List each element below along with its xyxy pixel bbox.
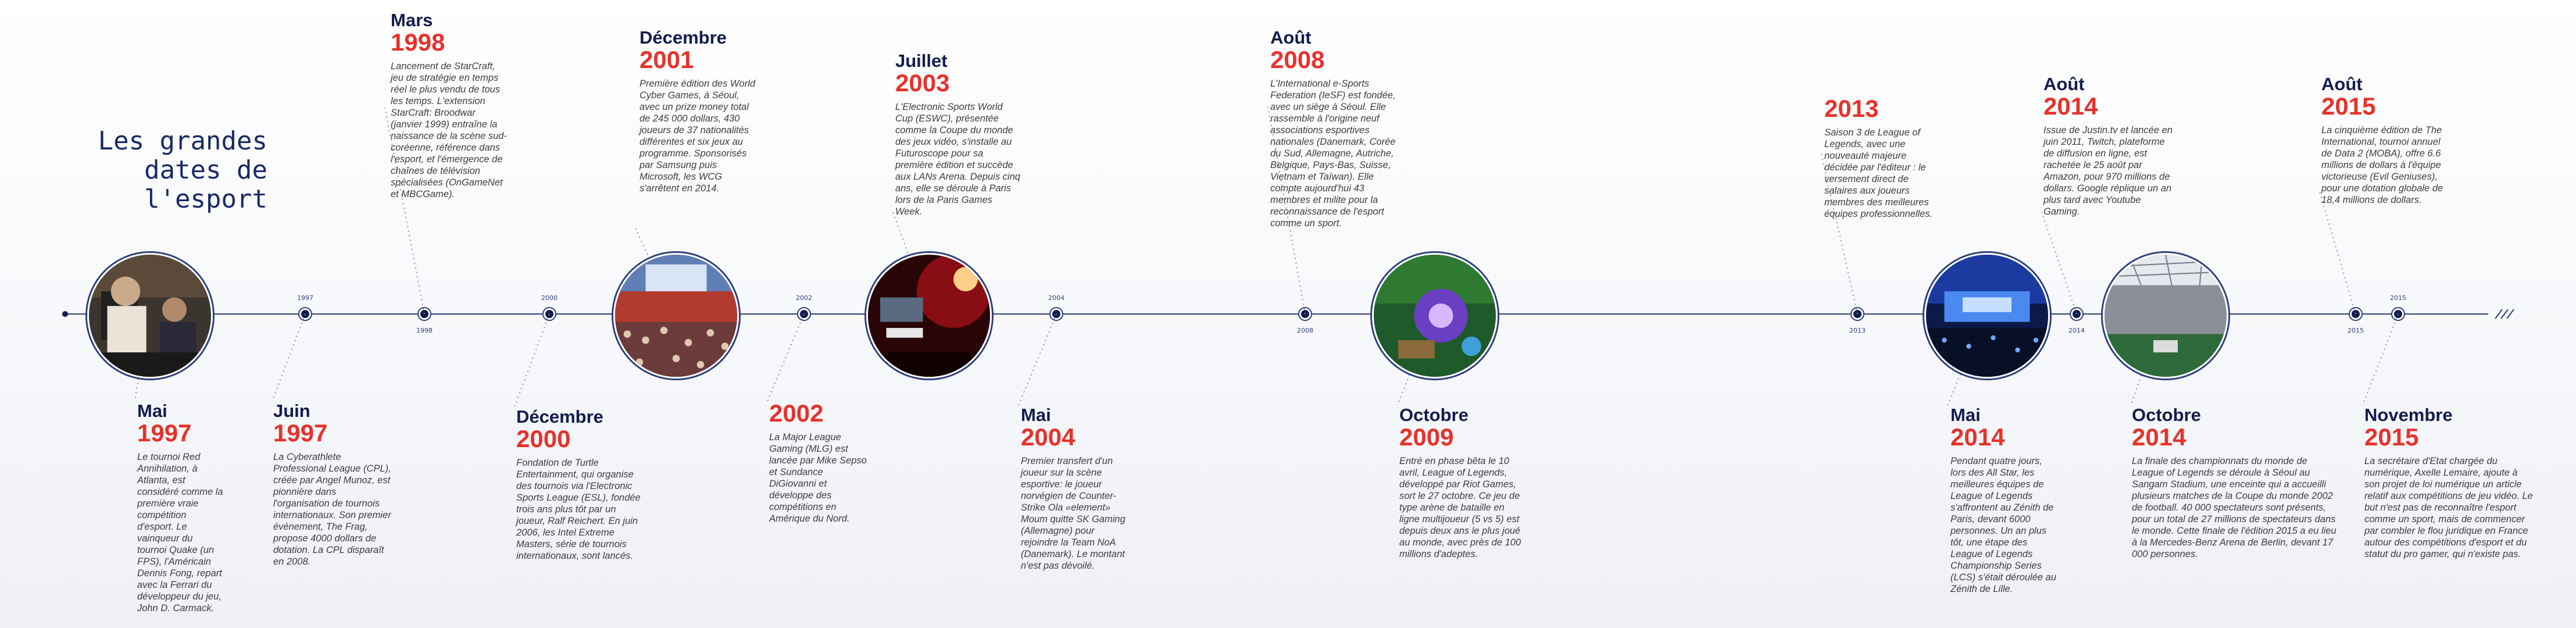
event-year: 2015 bbox=[2364, 423, 2419, 451]
event-description: Première édition des World Cyber Games, … bbox=[639, 78, 755, 194]
tick-label: 2013 bbox=[1849, 327, 1866, 334]
event-year: 2008 bbox=[1270, 46, 1325, 73]
event-mai-1997: Mai 1997 Le tournoi Red Annihilation, à … bbox=[137, 401, 224, 614]
event-description: Pendant quatre jours, lors des All Star,… bbox=[1950, 456, 2056, 594]
lan-players-photo bbox=[87, 253, 213, 379]
tick-label: 2014 bbox=[2068, 327, 2085, 334]
tick-label: 2008 bbox=[1297, 327, 1313, 334]
event-year: 2009 bbox=[1399, 423, 1454, 451]
event-month: Décembre bbox=[639, 27, 727, 48]
event-aout-2008: Août 2008 L'International e-Sports Feder… bbox=[1270, 28, 1407, 229]
event-year: 2014 bbox=[2043, 92, 2098, 120]
connector-line bbox=[514, 313, 550, 408]
tick-label: 2015 bbox=[2390, 294, 2406, 302]
connector-line bbox=[1018, 313, 1057, 406]
tick-label: 2000 bbox=[541, 294, 558, 302]
event-year: 1997 bbox=[137, 419, 192, 447]
game-screenshot-photo bbox=[1372, 253, 1498, 379]
connector-line bbox=[767, 313, 805, 402]
event-year: 1998 bbox=[391, 28, 445, 56]
tick-label: 2004 bbox=[1048, 294, 1064, 302]
event-year: 2014 bbox=[1950, 423, 2005, 451]
event-month: Août bbox=[2321, 74, 2363, 94]
event-month: Mai bbox=[1950, 405, 1981, 425]
event-month: Juin bbox=[273, 401, 310, 421]
event-description: Premier transfert d'un joueur sur la scè… bbox=[1021, 456, 1126, 571]
event-year: 2002 bbox=[769, 399, 824, 427]
event-year: 2001 bbox=[639, 46, 694, 73]
event-month: Décembre bbox=[516, 406, 603, 427]
connector-line bbox=[271, 313, 306, 402]
event-novembre-2015: Novembre 2015 La secrétaire d'Etat charg… bbox=[2364, 405, 2533, 560]
event-description: L'International e-Sports Federation (IeS… bbox=[1270, 78, 1396, 229]
event-juillet-2003: Juillet 2003 L'Electronic Sports World C… bbox=[895, 51, 1020, 217]
connector-line bbox=[634, 226, 675, 315]
event-aout-2014: Août 2014 Issue de Justin.tv et lancée e… bbox=[2043, 74, 2174, 217]
event-year: 1997 bbox=[273, 419, 328, 447]
connector-line bbox=[2362, 313, 2399, 406]
event-year: 2013 bbox=[1824, 95, 1879, 122]
event-description: Le tournoi Red Annihilation, à Atlanta, … bbox=[137, 452, 223, 613]
event-year: 2014 bbox=[2132, 423, 2186, 451]
arena-crowd-photo bbox=[613, 253, 739, 379]
event-description: La secrétaire d'Etat chargée du numériqu… bbox=[2364, 456, 2533, 559]
page-title: Les grandes dates de l'esport bbox=[98, 126, 267, 214]
event-description: Fondation de Turtle Entertainment, qui o… bbox=[516, 458, 641, 561]
tick-label: 2015 bbox=[2348, 327, 2364, 334]
event-description: Lancement de StarCraft, jeu de stratégie… bbox=[391, 61, 507, 199]
event-juin-1997: Juin 1997 La Cyberathlete Professional L… bbox=[273, 401, 392, 568]
event-octobre-2014: Octobre 2014 La finale des championnats … bbox=[2132, 405, 2338, 560]
event-month: Mai bbox=[137, 401, 167, 421]
event-mars-1998: Mars 1998 Lancement de StarCraft, jeu de… bbox=[391, 10, 507, 200]
connector-line bbox=[2319, 191, 2356, 315]
event-year: 2004 bbox=[1021, 423, 1076, 451]
event-description: Entré en phase bêta le 10 avril, League … bbox=[1399, 456, 1521, 559]
axis-start-dot bbox=[62, 311, 68, 317]
tick-label: 1998 bbox=[416, 327, 433, 334]
event-month: Novembre bbox=[2364, 405, 2453, 425]
event-mai-2004: Mai 2004 Premier transfert d'un joueur s… bbox=[1021, 405, 1126, 572]
event-description: L'Electronic Sports World Cup (ESWC), pr… bbox=[895, 102, 1020, 217]
event-month: Octobre bbox=[2132, 405, 2201, 425]
event-month: Août bbox=[2043, 74, 2085, 94]
event-month: Mai bbox=[1021, 405, 1051, 425]
event-description: Issue de Justin.tv et lancée en juin 201… bbox=[2043, 125, 2173, 217]
event-year: 2015 bbox=[2321, 92, 2376, 120]
event-description: La Major League Gaming (MLG) est lancée … bbox=[769, 432, 867, 524]
event-year: 2000 bbox=[516, 425, 571, 452]
event-year: 2003 bbox=[895, 69, 950, 97]
stadium-photo bbox=[2103, 253, 2228, 379]
tick-label: 2002 bbox=[796, 294, 812, 302]
arena-stage-photo bbox=[1924, 253, 2050, 379]
event-description: La cinquième édition de The Internationa… bbox=[2321, 125, 2443, 205]
event-decembre-2001: Décembre 2001 Première édition des World… bbox=[639, 28, 756, 194]
event-description: Saison 3 de League of Legends, avec une … bbox=[1824, 127, 1933, 219]
stage-lights-photo bbox=[866, 253, 992, 379]
event-month: Octobre bbox=[1399, 405, 1469, 425]
event-description: La Cyberathlete Professional League (CPL… bbox=[273, 452, 391, 567]
event-mai-2014: Mai 2014 Pendant quatre jours, lors des … bbox=[1950, 405, 2058, 595]
event-month: Mars bbox=[391, 10, 433, 30]
event-aout-2015: Août 2015 La cinquième édition de The In… bbox=[2321, 74, 2449, 206]
event-octobre-2009: Octobre 2009 Entré en phase bêta le 10 a… bbox=[1399, 405, 1524, 560]
event-decembre-2000: Décembre 2000 Fondation de Turtle Entert… bbox=[516, 407, 641, 562]
axis-end-hatch bbox=[2495, 309, 2514, 319]
event-month: Juillet bbox=[895, 51, 948, 71]
event-month: Août bbox=[1270, 27, 1312, 48]
tick-label: 1997 bbox=[297, 294, 313, 302]
event-2002: 2002 La Major League Gaming (MLG) est la… bbox=[769, 401, 868, 524]
event-description: La finale des championnats du monde de L… bbox=[2132, 456, 2336, 559]
event-2013: 2013 Saison 3 de League of Legends, avec… bbox=[1824, 97, 1935, 220]
